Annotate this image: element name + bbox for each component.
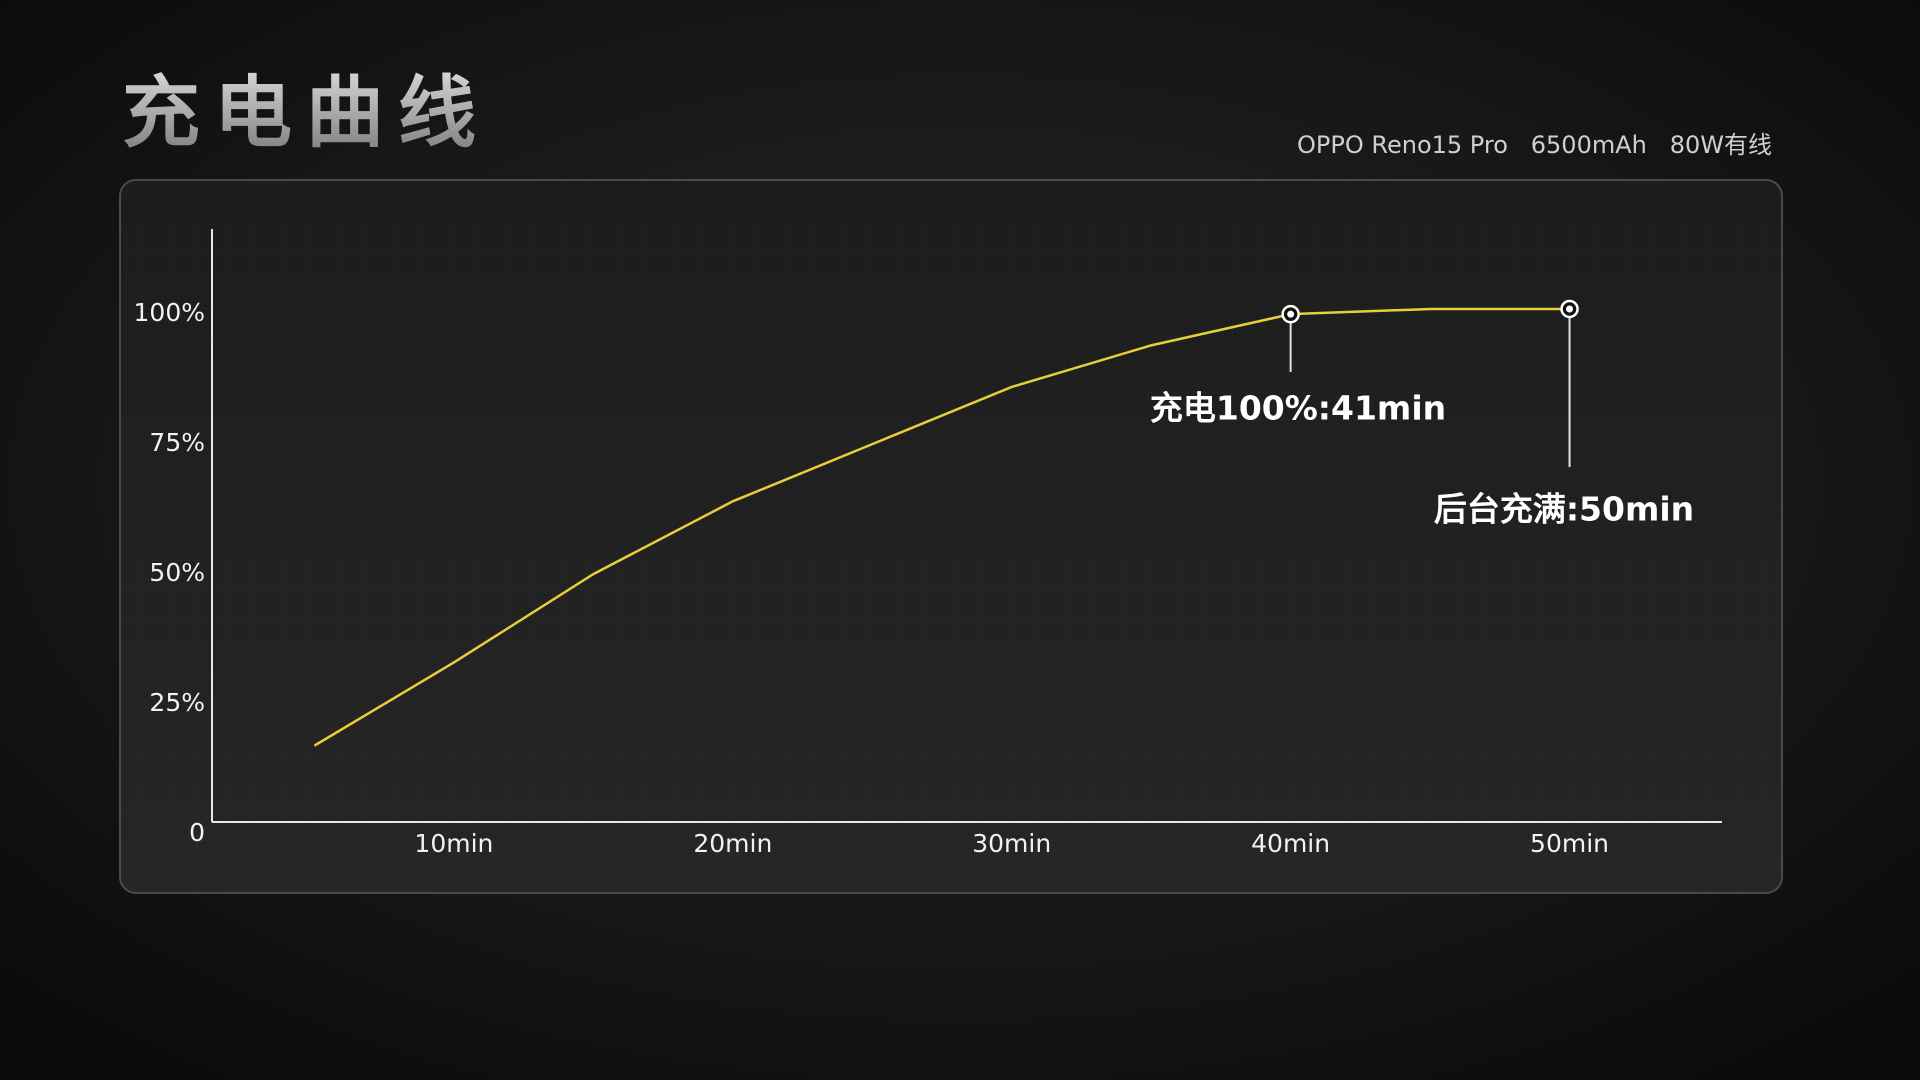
y-tick-label: 50% — [149, 558, 205, 587]
x-tick-label: 20min — [693, 829, 772, 858]
subtitle: OPPO Reno15 Pro 6500mAh 80W有线 — [1297, 131, 1772, 159]
series-line — [313, 307, 1570, 747]
x-tick-label: 30min — [972, 829, 1051, 858]
point-dot — [1287, 310, 1295, 318]
y-tick-label: 75% — [149, 428, 205, 457]
x-tick-label: 40min — [1251, 829, 1330, 858]
annotation: 后台充满:50min — [1434, 490, 1694, 529]
x-tick-label: 10min — [414, 829, 493, 858]
y-tick-label: 0 — [189, 818, 205, 847]
y-tick-label: 25% — [149, 688, 205, 717]
x-tick-label: 50min — [1530, 829, 1609, 858]
page-title: 充电曲线 — [122, 68, 490, 158]
annotation: 充电100%:41min — [1150, 389, 1446, 428]
y-tick-label: 100% — [134, 298, 205, 327]
point-dot — [1566, 305, 1574, 313]
panel-texture — [120, 180, 1782, 893]
